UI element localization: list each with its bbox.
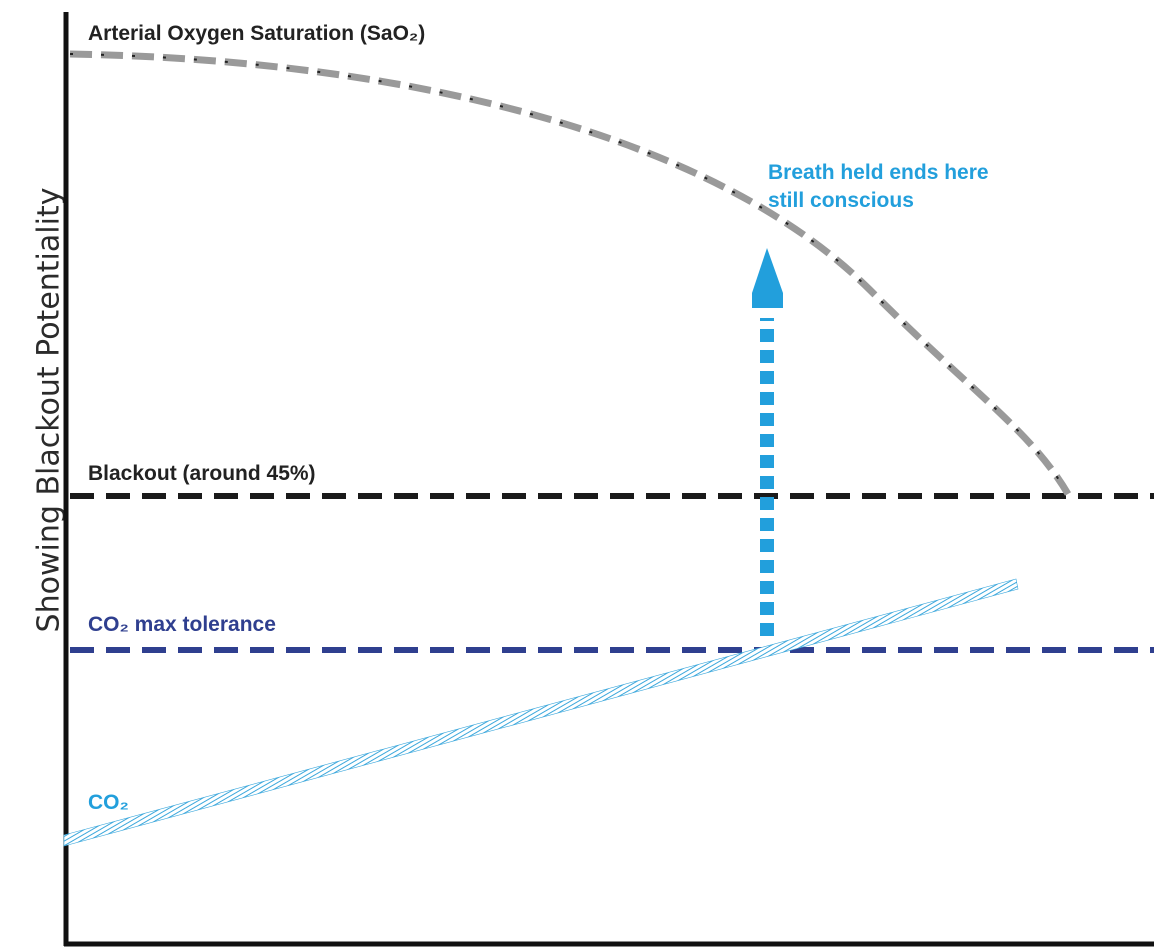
blackout-label: Blackout (around 45%): [88, 462, 316, 485]
sao2-curve-dots: [69, 53, 1069, 495]
y-axis-label: Showing Blackout Potentiality: [32, 188, 67, 633]
sao2-label: Arterial Oxygen Saturation (SaO₂): [88, 22, 425, 45]
breath-held-label-line2: still conscious: [768, 189, 914, 212]
sao2-curve: [69, 50, 1072, 496]
co2-label: CO₂: [88, 791, 129, 814]
breath-held-arrow-head: [752, 248, 783, 308]
breath-held-label-line1: Breath held ends here: [768, 161, 989, 184]
co2-max-tolerance-label: CO₂ max tolerance: [88, 613, 276, 636]
co2-rising-line: [63, 578, 1019, 847]
